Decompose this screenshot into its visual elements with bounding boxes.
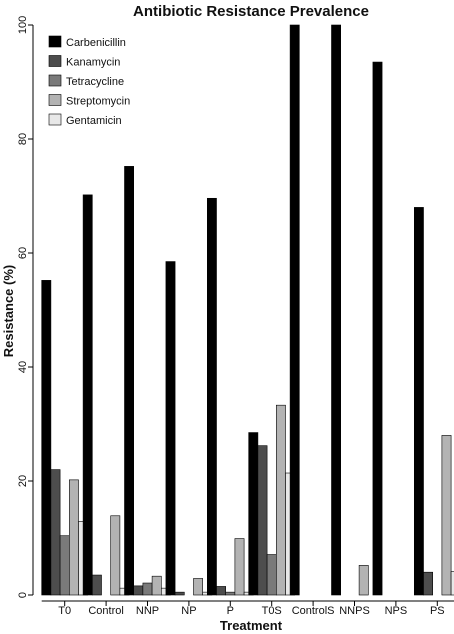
bar xyxy=(331,24,341,596)
bar xyxy=(372,61,383,596)
x-tick-label: ControlS xyxy=(292,605,335,617)
x-tick-label: PS xyxy=(430,605,445,617)
legend-label: Kanamycin xyxy=(66,57,120,69)
x-tick-label: T0 xyxy=(58,605,71,617)
bar-layer xyxy=(41,24,454,596)
bar xyxy=(266,554,277,596)
legend-label: Tetracycline xyxy=(66,76,124,88)
x-tick-label: Control xyxy=(88,605,123,617)
x-axis-title: Treatment xyxy=(220,618,283,633)
bar xyxy=(216,586,226,596)
chart-title: Antibiotic Resistance Prevalence xyxy=(133,3,369,20)
y-tick-label: 100 xyxy=(17,16,29,34)
axis-layer: 0 20 40 60 80 100 T0 Control NNP NP P T0S ControlS NN… xyxy=(17,16,454,617)
bar xyxy=(59,535,70,596)
bar xyxy=(82,194,93,596)
x-tick-label: NPS xyxy=(385,605,408,617)
bar xyxy=(257,445,268,596)
bar xyxy=(275,404,286,596)
bar xyxy=(423,571,433,596)
bar xyxy=(41,280,52,596)
bar xyxy=(151,575,162,596)
bar xyxy=(193,578,203,596)
bar xyxy=(133,585,144,596)
y-tick-label: 60 xyxy=(17,247,29,259)
y-tick-label: 80 xyxy=(17,133,29,145)
legend-label: Gentamicin xyxy=(66,115,122,127)
bar xyxy=(142,582,153,596)
bar xyxy=(289,24,300,596)
bar xyxy=(50,469,61,596)
legend-swatch xyxy=(48,74,62,87)
y-axis-title: Resistance (%) xyxy=(1,265,16,357)
bar xyxy=(174,591,185,596)
x-tick-label: P xyxy=(227,605,234,617)
bar xyxy=(207,197,217,596)
y-tick-label: 0 xyxy=(17,592,29,598)
bar xyxy=(92,574,102,596)
legend: Carbenicillin Kanamycin Tetracycline Strept… xyxy=(48,35,130,127)
legend-swatch xyxy=(48,35,62,48)
x-tick-label: NNPS xyxy=(339,605,370,617)
bar xyxy=(358,565,369,596)
bar xyxy=(234,538,245,596)
legend-label: Carbenicillin xyxy=(66,37,126,49)
legend-swatch xyxy=(48,113,62,126)
bar xyxy=(450,571,454,596)
y-tick-label: 40 xyxy=(17,361,29,373)
bar xyxy=(69,479,79,596)
x-tick-label: T0S xyxy=(262,605,282,617)
legend-swatch xyxy=(48,55,62,67)
x-tick-label: NP xyxy=(181,605,196,617)
bar xyxy=(165,261,176,596)
x-tick-label: NNP xyxy=(136,605,159,617)
bar xyxy=(110,515,121,596)
bar xyxy=(225,591,236,596)
bar xyxy=(248,432,259,596)
bar xyxy=(413,207,424,596)
legend-label: Streptomycin xyxy=(66,96,130,108)
y-tick-label: 20 xyxy=(17,475,29,487)
bar xyxy=(441,435,452,596)
bar xyxy=(124,166,134,596)
legend-swatch xyxy=(48,94,62,106)
